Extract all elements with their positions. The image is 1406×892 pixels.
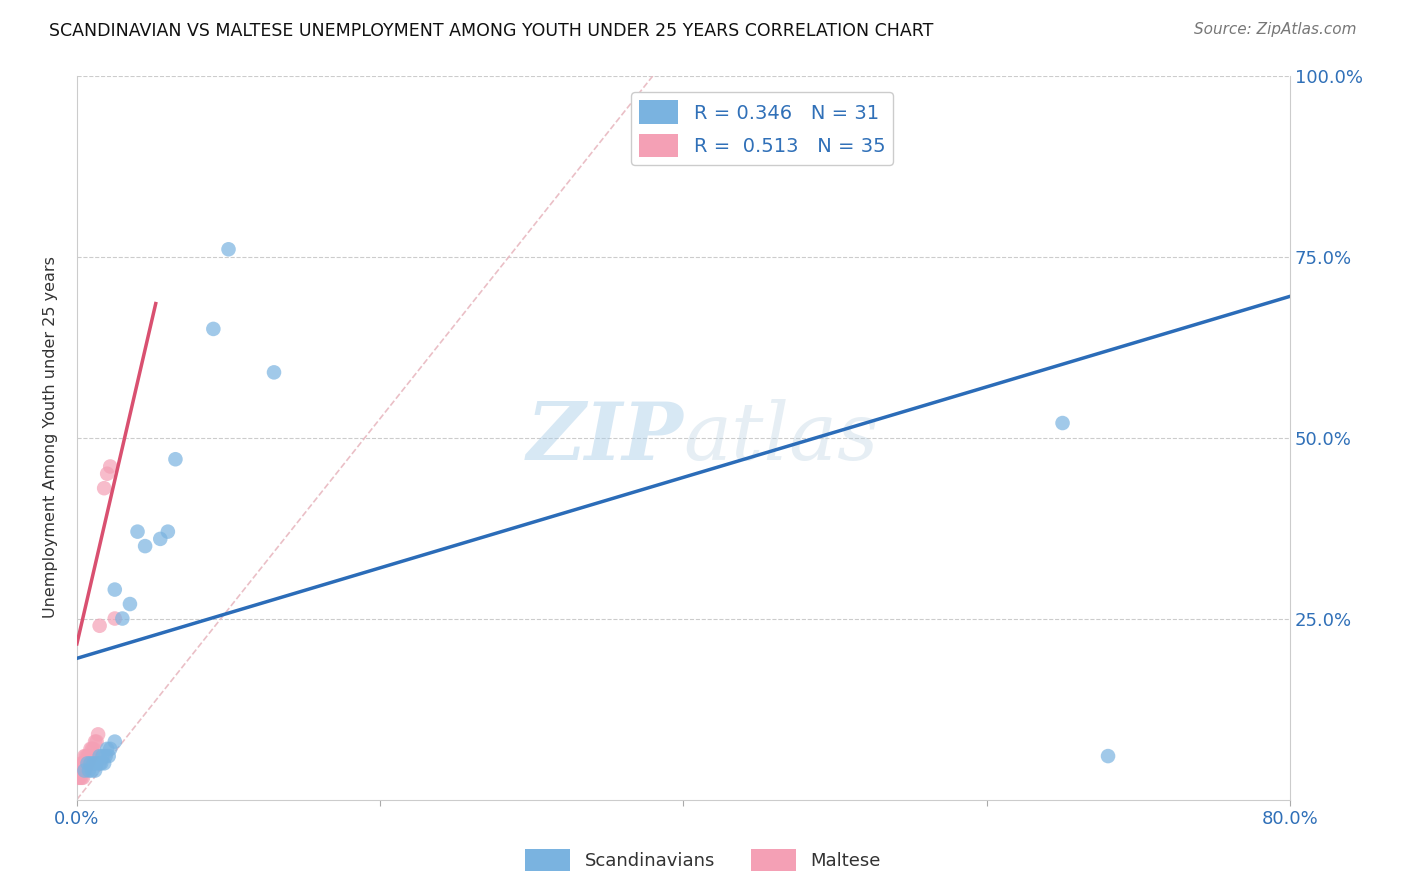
Point <box>77 749 100 764</box>
Point <box>104 611 127 625</box>
Point <box>98 459 121 474</box>
Point <box>73 756 96 771</box>
Point <box>89 619 111 633</box>
Point <box>80 749 103 764</box>
Point <box>111 611 134 625</box>
Point <box>96 742 118 756</box>
Point <box>86 734 108 748</box>
Point <box>90 756 112 771</box>
Point <box>73 764 96 778</box>
Point <box>93 481 115 495</box>
Point <box>84 734 107 748</box>
Point <box>70 764 93 778</box>
Point <box>80 764 103 778</box>
Point <box>72 756 94 771</box>
Text: atlas: atlas <box>683 399 879 476</box>
Point <box>1052 416 1074 430</box>
Point <box>96 467 118 481</box>
Text: SCANDINAVIAN VS MALTESE UNEMPLOYMENT AMONG YOUTH UNDER 25 YEARS CORRELATION CHAR: SCANDINAVIAN VS MALTESE UNEMPLOYMENT AMO… <box>49 22 934 40</box>
Point <box>72 771 94 785</box>
Legend: R = 0.346   N = 31, R =  0.513   N = 35: R = 0.346 N = 31, R = 0.513 N = 35 <box>631 93 893 165</box>
Point <box>76 756 98 771</box>
Point <box>156 524 179 539</box>
Y-axis label: Unemployment Among Youth under 25 years: Unemployment Among Youth under 25 years <box>44 257 58 618</box>
Point <box>70 756 93 771</box>
Text: Source: ZipAtlas.com: Source: ZipAtlas.com <box>1194 22 1357 37</box>
Point <box>76 749 98 764</box>
Point <box>84 764 107 778</box>
Text: ZIP: ZIP <box>527 399 683 476</box>
Point <box>94 749 117 764</box>
Point <box>218 242 240 256</box>
Point <box>83 756 105 771</box>
Point <box>89 756 111 771</box>
Point <box>75 764 97 778</box>
Point <box>89 749 111 764</box>
Point <box>134 539 156 553</box>
Point <box>73 764 96 778</box>
Point <box>77 756 100 771</box>
Point <box>93 756 115 771</box>
Point <box>263 365 285 379</box>
Point <box>73 756 96 771</box>
Point <box>87 727 110 741</box>
Point <box>69 771 91 785</box>
Point <box>73 764 96 778</box>
Point <box>77 764 100 778</box>
Point <box>79 749 101 764</box>
Point <box>70 771 93 785</box>
Point <box>72 764 94 778</box>
Point <box>80 742 103 756</box>
Point <box>149 532 172 546</box>
Point <box>165 452 187 467</box>
Point <box>76 756 98 771</box>
Point <box>69 764 91 778</box>
Point <box>118 597 141 611</box>
Point <box>104 734 127 748</box>
Point <box>91 749 114 764</box>
Point <box>79 756 101 771</box>
Point <box>97 749 120 764</box>
Point <box>73 749 96 764</box>
Point <box>1097 749 1119 764</box>
Point <box>202 322 225 336</box>
Point <box>75 756 97 771</box>
Legend: Scandinavians, Maltese: Scandinavians, Maltese <box>517 842 889 879</box>
Point <box>75 749 97 764</box>
Point <box>98 742 121 756</box>
Point <box>79 742 101 756</box>
Point <box>83 742 105 756</box>
Point <box>86 756 108 771</box>
Point <box>67 771 90 785</box>
Point <box>127 524 149 539</box>
Point <box>104 582 127 597</box>
Point <box>72 764 94 778</box>
